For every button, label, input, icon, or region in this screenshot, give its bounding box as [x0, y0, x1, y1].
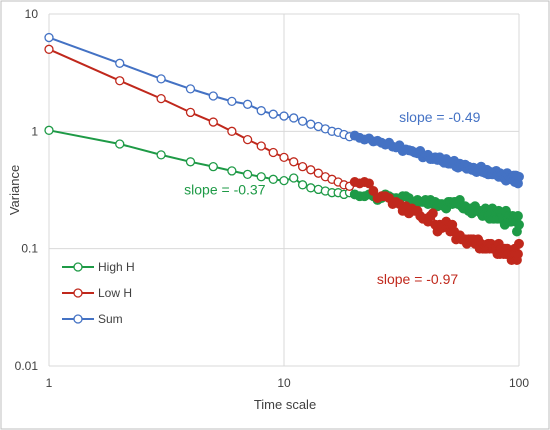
legend: High H Low H Sum — [62, 260, 135, 326]
data-point-high-h — [256, 172, 266, 182]
data-point-low-h — [313, 168, 323, 178]
data-point-low-h — [368, 186, 379, 196]
y-tick-label: 0.01 — [15, 359, 39, 373]
data-point-high-h — [115, 139, 125, 149]
legend-swatch-marker — [73, 314, 83, 324]
data-point-high-h — [279, 175, 289, 186]
x-tick-label: 10 — [277, 376, 291, 390]
data-point-high-h — [289, 173, 299, 183]
legend-label: High H — [98, 260, 135, 274]
data-point-low-h — [514, 238, 524, 249]
x-axis-title: Time scale — [254, 397, 316, 412]
grid-layer — [48, 13, 520, 367]
data-point-sum — [279, 111, 289, 121]
data-point-high-h — [513, 211, 523, 221]
data-point-sum — [306, 119, 316, 129]
data-point-low-h — [364, 178, 374, 189]
data-point-low-h — [256, 141, 266, 151]
data-point-low-h — [513, 249, 523, 259]
legend-label: Sum — [98, 312, 123, 326]
data-point-sum — [115, 58, 125, 68]
series-sum — [44, 32, 524, 189]
series-low-h — [44, 44, 524, 265]
y-tick-label: 10 — [25, 7, 39, 21]
annotation-layer: slope = -0.49 slope = -0.37 slope = -0.97 — [184, 109, 480, 287]
data-point-sum — [185, 84, 196, 94]
y-tick-label: 1 — [31, 124, 38, 138]
data-point-high-h — [514, 219, 524, 230]
data-point-sum — [44, 32, 54, 43]
data-point-sum — [227, 96, 237, 107]
slope-annotation: slope = -0.97 — [377, 271, 459, 287]
data-point-high-h — [185, 157, 196, 167]
data-point-sum — [242, 99, 253, 109]
data-point-low-h — [289, 157, 299, 167]
data-point-low-h — [44, 44, 54, 54]
legend-item-sum: Sum — [62, 312, 123, 326]
legend-swatch-marker — [73, 288, 83, 298]
y-tick-label: 0.1 — [21, 242, 38, 256]
data-point-sum — [289, 113, 299, 123]
legend-item-high-h: High H — [62, 260, 135, 274]
x-tick-label: 1 — [46, 376, 53, 390]
legend-swatch-marker — [73, 262, 83, 272]
data-point-low-h — [208, 117, 218, 127]
data-point-sum — [297, 116, 308, 126]
data-point-low-h — [279, 152, 289, 163]
data-point-sum — [268, 109, 278, 119]
data-point-low-h — [242, 134, 253, 145]
data-point-low-h — [156, 93, 166, 104]
data-point-high-h — [306, 183, 316, 193]
data-point-low-h — [268, 147, 278, 158]
data-point-sum — [256, 106, 266, 116]
data-point-high-h — [227, 166, 237, 176]
data-point-sum — [156, 74, 166, 84]
data-point-low-h — [306, 165, 316, 175]
data-point-high-h — [268, 174, 278, 184]
data-point-high-h — [242, 169, 253, 179]
data-point-low-h — [227, 126, 237, 136]
slope-annotation: slope = -0.37 — [184, 181, 266, 197]
legend-label: Low H — [98, 286, 132, 300]
data-point-sum — [208, 91, 218, 101]
ticks-layer: 1 10 100 0.01 0.1 1 10 — [15, 7, 530, 390]
data-point-high-h — [297, 180, 308, 190]
series-high-h — [44, 125, 524, 237]
legend-item-low-h: Low H — [62, 286, 132, 300]
data-point-low-h — [427, 208, 438, 219]
data-point-high-h — [44, 125, 54, 135]
data-point-sum — [514, 171, 524, 182]
data-point-high-h — [208, 161, 218, 172]
data-point-low-h — [297, 161, 308, 172]
x-tick-label: 100 — [509, 376, 529, 390]
data-point-low-h — [185, 107, 196, 118]
data-point-low-h — [115, 76, 125, 86]
y-axis-title: Variance — [7, 165, 22, 215]
series-layer — [44, 32, 524, 265]
slope-annotation: slope = -0.49 — [399, 109, 481, 125]
data-point-high-h — [156, 150, 166, 160]
